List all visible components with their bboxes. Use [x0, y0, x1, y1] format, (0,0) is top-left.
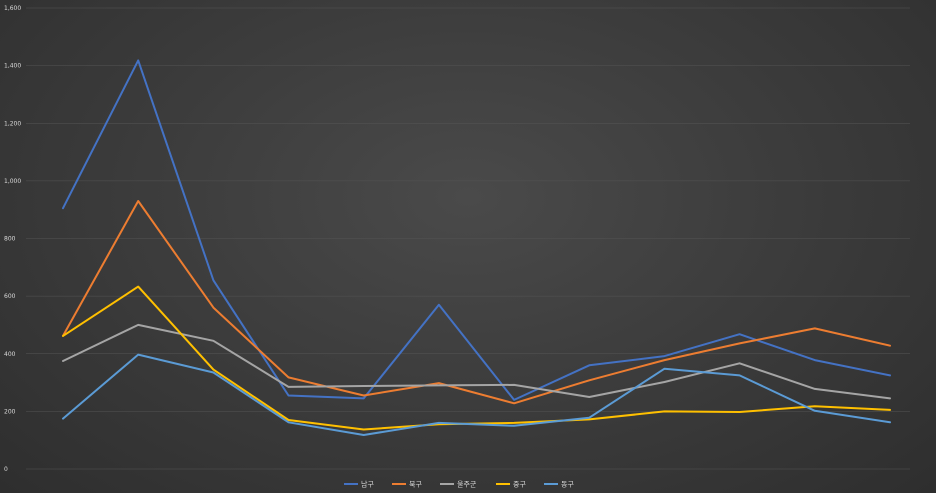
legend-item: 남구 — [344, 480, 374, 489]
legend-label: 중구 — [513, 481, 526, 489]
legend-label: 남구 — [361, 480, 374, 489]
legend-label: 동구 — [561, 481, 574, 489]
legend-label: 울주군 — [457, 481, 477, 489]
series-line-2 — [62, 200, 891, 405]
legend-label: 북구 — [409, 481, 422, 489]
y-tick-label: 1,200 — [4, 120, 21, 127]
y-tick-label: 1,600 — [4, 5, 21, 12]
series-line-5 — [62, 353, 891, 436]
series-line-1 — [62, 59, 891, 401]
legend: 남구 북구 울주군 중구 동구 — [344, 480, 574, 489]
legend-item: 중구 — [496, 481, 526, 489]
series-lines — [62, 59, 891, 436]
legend-item: 동구 — [544, 481, 574, 489]
y-tick-label: 200 — [4, 408, 16, 415]
y-tick-label: 600 — [4, 293, 16, 300]
y-tick-label: 1,000 — [4, 178, 21, 185]
y-tick-label: 400 — [4, 351, 16, 358]
y-axis-ticks: 0 200 400 600 800 1,000 1,200 1,400 1,600 — [4, 5, 21, 473]
y-tick-label: 1,400 — [4, 63, 21, 70]
legend-item: 울주군 — [440, 481, 477, 489]
y-tick-label: 0 — [4, 466, 8, 473]
series-line-3 — [62, 323, 891, 400]
gridlines — [26, 7, 910, 470]
legend-item: 북구 — [392, 481, 422, 489]
series-line-4 — [62, 285, 891, 431]
y-tick-label: 800 — [4, 236, 16, 243]
